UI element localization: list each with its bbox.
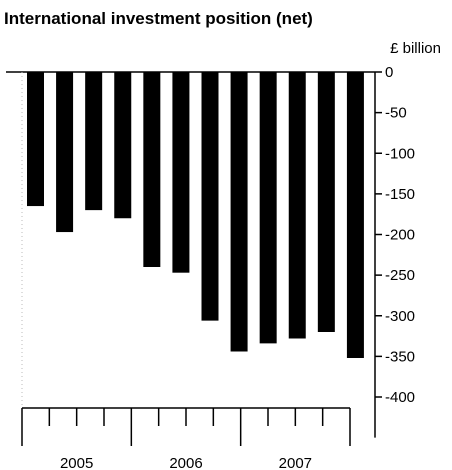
bar [56,72,74,233]
chart-title: International investment position (net) [4,9,313,28]
y-tick-label: -150 [385,186,415,203]
bar [346,72,364,358]
y-tick-label: -400 [385,389,415,406]
y-tick-label: -200 [385,227,415,244]
bar [230,72,248,352]
y-tick-label: -250 [385,267,415,284]
bar [143,72,161,267]
unit-label: £ billion [390,40,441,57]
bar [317,72,335,332]
y-tick-label: -100 [385,145,415,162]
bar [201,72,219,321]
y-tick-label: -350 [385,348,415,365]
bar [172,72,190,273]
bar [85,72,103,211]
bar [27,72,44,207]
bar [288,72,306,339]
x-group-label: 2007 [279,455,312,470]
y-tick-label: -300 [385,308,415,325]
y-tick-label: -50 [385,105,407,122]
bar [114,72,132,219]
plot-area: 0 -50 -100 -150 -200 -250 -300 -350 -400 2005 2006… [6,64,415,470]
x-group-label: 2005 [60,455,93,470]
bar [259,72,277,344]
y-tick-label: 0 [385,64,393,81]
x-group-label: 2006 [169,455,202,470]
